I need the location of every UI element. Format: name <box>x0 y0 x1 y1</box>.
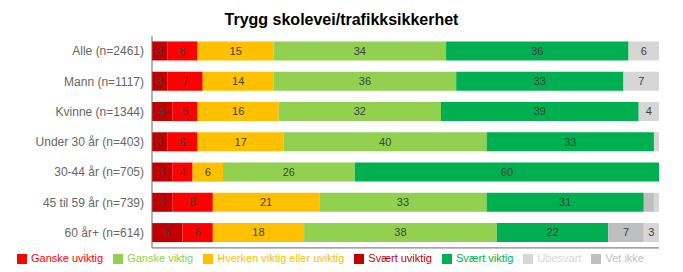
svg-text:17: 17 <box>235 136 247 148</box>
svg-text:3: 3 <box>648 226 654 238</box>
svg-text:6: 6 <box>641 45 647 57</box>
html-text:Ganske uviktig: Ganske uviktig <box>31 251 104 264</box>
svg-text:31: 31 <box>559 196 571 208</box>
svg-text:21: 21 <box>260 196 272 208</box>
svg-text:4: 4 <box>159 105 165 117</box>
svg-text:3: 3 <box>157 75 163 87</box>
svg-text:30-44 år (n=705): 30-44 år (n=705) <box>54 165 144 179</box>
svg-text:18: 18 <box>252 226 264 238</box>
svg-text:36: 36 <box>531 45 543 57</box>
svg-text:38: 38 <box>394 226 406 238</box>
svg-text:7: 7 <box>638 75 644 87</box>
svg-text:39: 39 <box>534 105 546 117</box>
html-text:Hverken viktig eller uviktig: Hverken viktig eller uviktig <box>217 251 345 264</box>
svg-text:Kvinne (n=1344): Kvinne (n=1344) <box>56 105 144 119</box>
svg-text:6: 6 <box>195 226 201 238</box>
html-text:Vet ikke: Vet ikke <box>605 251 644 264</box>
svg-text:22: 22 <box>546 226 558 238</box>
svg-text:36: 36 <box>359 75 371 87</box>
svg-text:7: 7 <box>182 75 188 87</box>
svg-text:33: 33 <box>534 75 546 87</box>
svg-text:45 til 59 år (n=739): 45 til 59 år (n=739) <box>43 196 144 210</box>
svg-text:34: 34 <box>354 45 366 57</box>
svg-text:26: 26 <box>283 166 295 178</box>
svg-text:6: 6 <box>179 45 185 57</box>
svg-text:60: 60 <box>501 166 513 178</box>
svg-text:5: 5 <box>182 105 188 117</box>
svg-text:33: 33 <box>397 196 409 208</box>
svg-text:16: 16 <box>232 105 244 117</box>
svg-text:32: 32 <box>354 105 366 117</box>
svg-text:40: 40 <box>379 136 391 148</box>
html-text:Ubesvart: Ubesvart <box>537 251 582 264</box>
svg-text:15: 15 <box>230 45 242 57</box>
svg-text:14: 14 <box>232 75 244 87</box>
svg-text:3: 3 <box>157 45 163 57</box>
svg-text:4: 4 <box>159 196 165 208</box>
svg-text:7: 7 <box>623 226 629 238</box>
svg-text:4: 4 <box>179 166 185 178</box>
svg-text:3: 3 <box>157 136 163 148</box>
html-text:Svært uviktig: Svært uviktig <box>368 251 432 264</box>
html-text:Ganske viktig: Ganske viktig <box>127 251 194 264</box>
svg-text:6: 6 <box>179 136 185 148</box>
svg-text:Alle (n=2461): Alle (n=2461) <box>72 44 144 58</box>
svg-text:4: 4 <box>646 105 652 117</box>
svg-text:Under 30 år (n=403): Under 30 år (n=403) <box>36 135 144 149</box>
svg-text:Mann (n=1117): Mann (n=1117) <box>64 75 144 89</box>
html-text:Svært viktig: Svært viktig <box>455 251 514 264</box>
svg-text:4: 4 <box>159 166 165 178</box>
html-text:Trygg skolevei/trafikksikkerhe: Trygg skolevei/trafikksikkerhet <box>224 11 459 28</box>
svg-text:6: 6 <box>164 226 170 238</box>
svg-text:60 år+ (n=614): 60 år+ (n=614) <box>65 226 144 240</box>
svg-text:8: 8 <box>189 196 195 208</box>
svg-text:33: 33 <box>564 136 576 148</box>
svg-text:6: 6 <box>205 166 211 178</box>
